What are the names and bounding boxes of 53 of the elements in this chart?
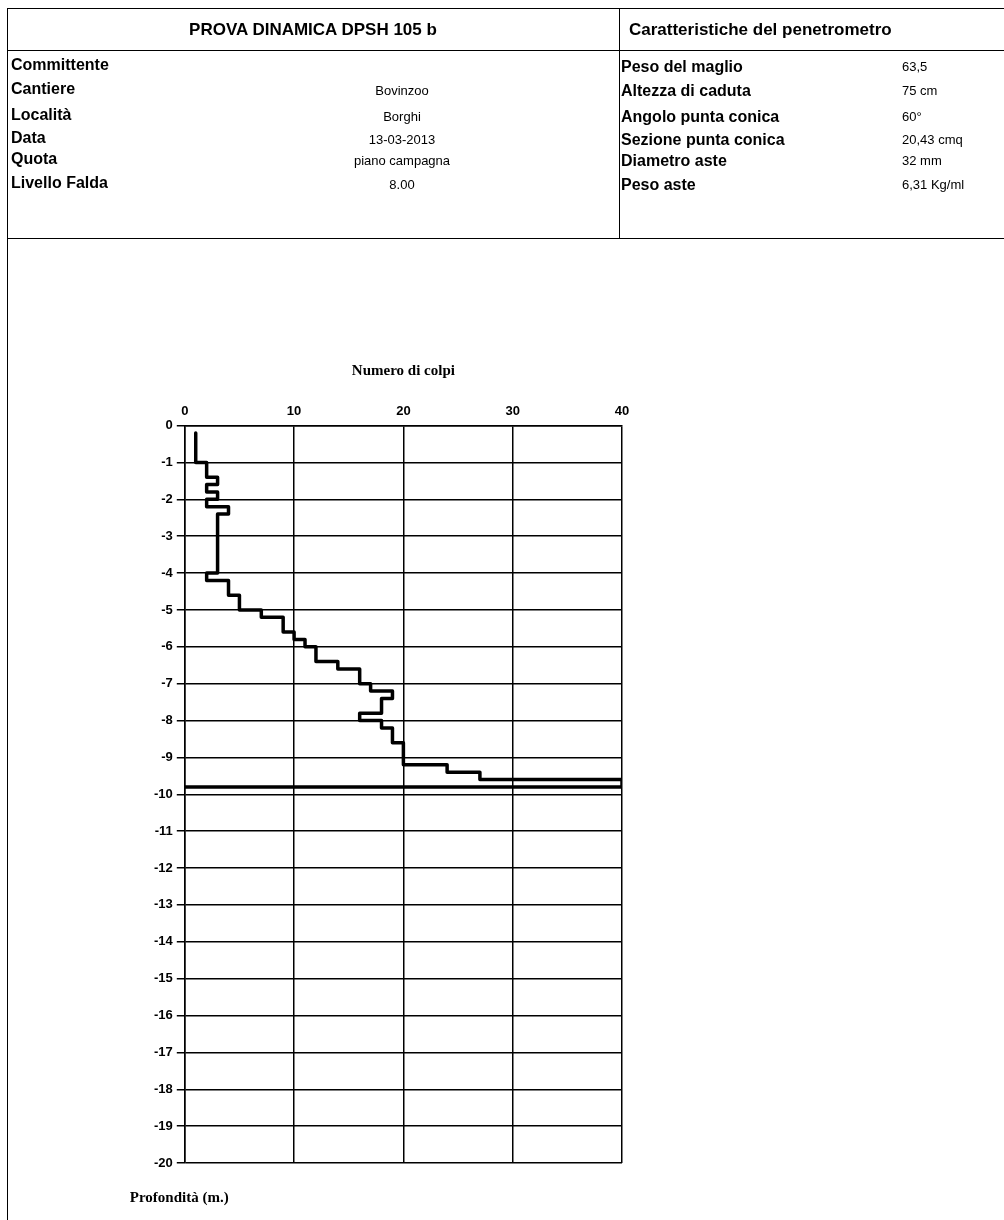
y-tick-label: -19 (153, 1117, 173, 1133)
y-tick-label: -20 (153, 1154, 173, 1170)
y-tick-label: -1 (161, 454, 173, 470)
y-tick-label: -12 (153, 859, 173, 875)
y-tick-label: -11 (154, 822, 173, 838)
text: 6,31 Kg/ml (902, 177, 965, 192)
x-tick-label: 20 (396, 403, 411, 419)
text: Diametro aste (621, 152, 727, 170)
text: Borghi (382, 109, 422, 124)
y-tick-label: -7 (161, 675, 173, 691)
text: Peso del maglio (621, 58, 743, 76)
y-tick-label: -4 (161, 564, 174, 580)
text: Livello Falda (11, 174, 108, 192)
text: 8.00 (388, 177, 416, 192)
text: Caratteristiche del penetrometro (629, 20, 892, 40)
y-tick-label: -15 (153, 970, 173, 986)
text: 13-03-2013 (367, 132, 437, 147)
text: Committente (11, 56, 109, 74)
y-tick-label: -2 (161, 490, 173, 506)
y-tick-label: -14 (153, 933, 174, 949)
y-tick-label: -8 (161, 712, 173, 728)
y-tick-label: -13 (153, 896, 173, 912)
y-tick-label: -16 (153, 1007, 173, 1023)
y-tick-label: -17 (153, 1043, 173, 1059)
x-tick-label: 30 (505, 403, 520, 419)
text: Data (11, 129, 46, 147)
text: piano campagna (352, 153, 452, 168)
y-tick-label: -10 (153, 785, 173, 801)
y-tick-label: 0 (165, 417, 173, 433)
text: 75 cm (902, 83, 938, 98)
x-axis-title: Numero di colpi (351, 361, 455, 378)
text: 32 mm (902, 153, 942, 168)
text: Quota (11, 150, 58, 168)
y-axis-title: Profondità (m.) (129, 1189, 229, 1207)
x-tick-label: 0 (181, 403, 189, 419)
text: Cantiere (11, 80, 76, 98)
text: Altezza di caduta (621, 82, 751, 100)
text: Località (11, 106, 72, 124)
y-tick-label: -6 (161, 638, 173, 654)
text: 20,43 cmq (902, 132, 963, 147)
y-tick-label: -3 (161, 527, 173, 543)
x-tick-label: 10 (286, 403, 302, 419)
text: 60° (902, 109, 922, 124)
chart-title: PROVA DINAMICA DPSH 105 b (188, 20, 438, 40)
text: 63,5 (902, 59, 928, 74)
y-tick-label: -18 (153, 1080, 173, 1096)
text: Angolo punta conica (621, 108, 780, 126)
x-tick-label: 40 (614, 403, 630, 419)
text: Sezione punta conica (621, 131, 785, 149)
y-tick-label: -9 (161, 749, 173, 765)
y-tick-label: -5 (161, 601, 173, 617)
text: Bovinzoo (374, 83, 430, 98)
text: Peso aste (621, 176, 696, 194)
